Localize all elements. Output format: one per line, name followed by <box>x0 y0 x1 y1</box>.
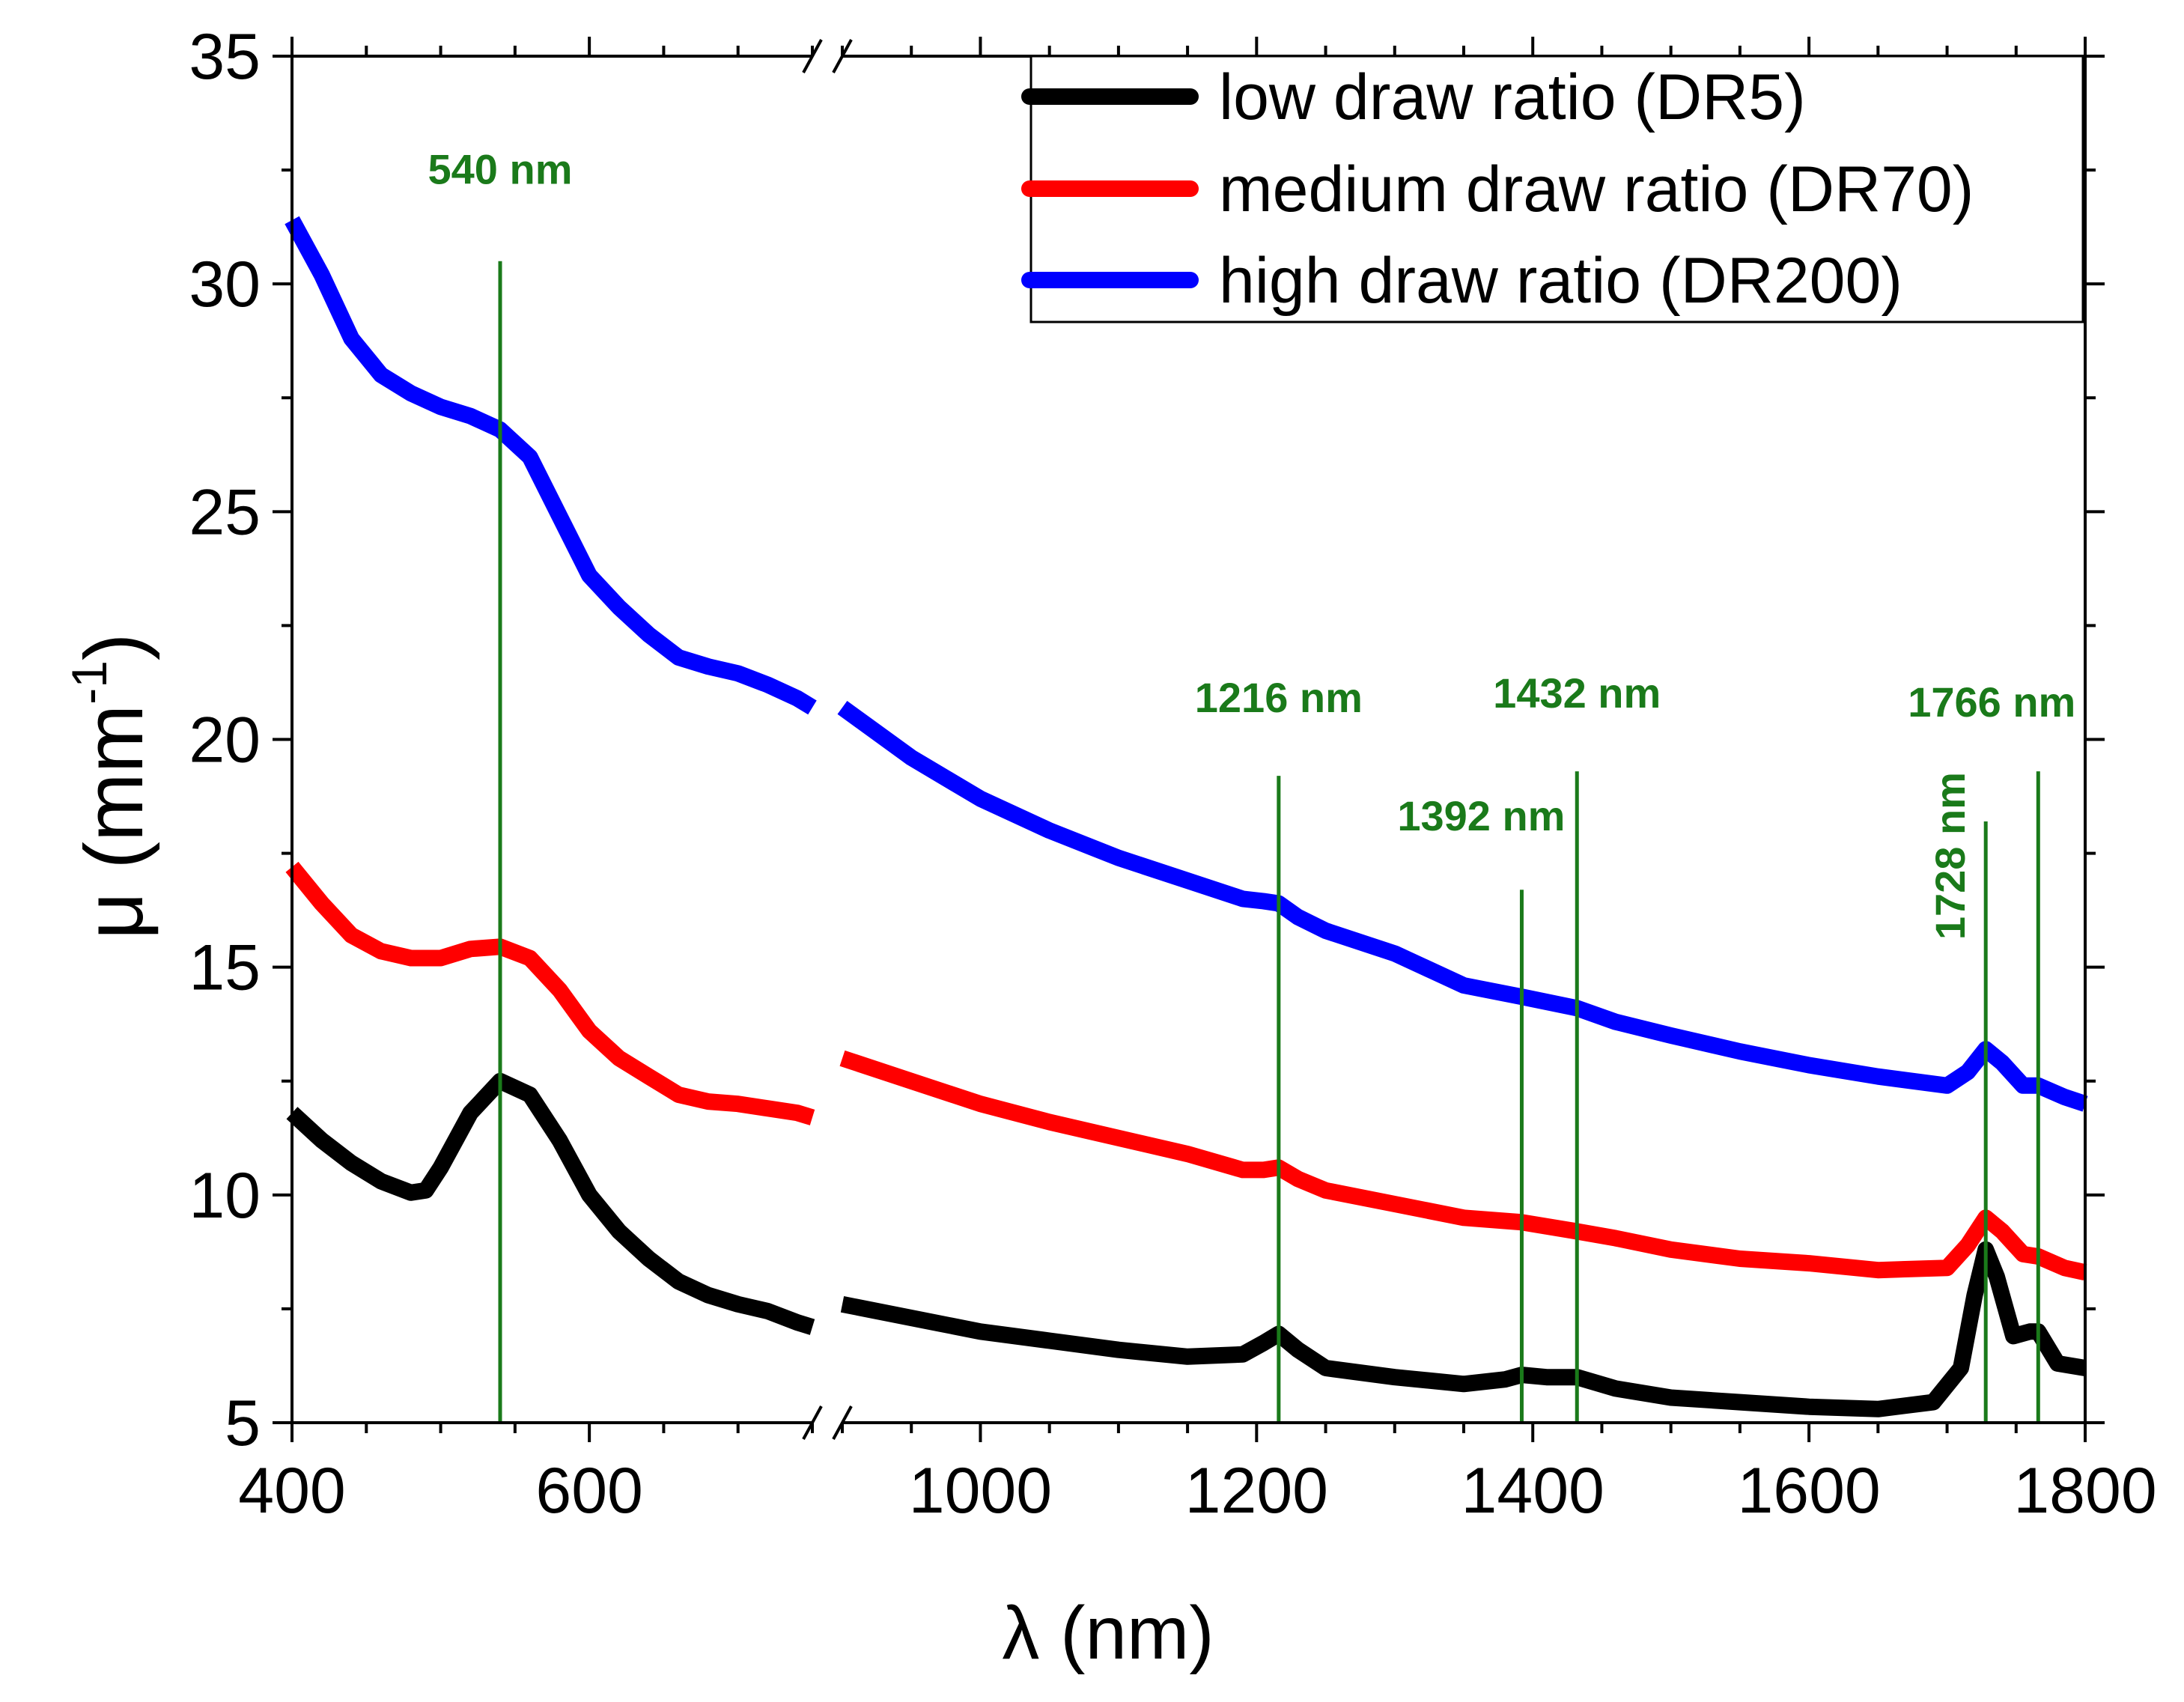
x-axis-title: λ (nm) <box>1002 1591 1214 1675</box>
y-tick-label: 5 <box>225 1388 261 1459</box>
y-tick-label: 10 <box>189 1160 261 1232</box>
svg-text:μ (mm-1): μ (mm-1) <box>61 633 160 939</box>
x-tick-label: 1600 <box>1737 1455 1880 1527</box>
series-layer <box>285 216 2088 1417</box>
y-tick-label: 30 <box>189 249 261 320</box>
y-tick-label: 25 <box>189 476 261 548</box>
y-axis-title-close: ) <box>68 633 160 660</box>
x-tick-label: 1000 <box>909 1455 1052 1527</box>
series-line-dr5-seg2 <box>840 1241 2087 1417</box>
x-tick-label: 600 <box>535 1455 643 1527</box>
series-line-dr70-seg1 <box>285 861 815 1125</box>
annotation-label: 1766 nm <box>1908 678 2075 726</box>
legend-label-dr200: high draw ratio (DR200) <box>1219 245 1902 317</box>
annotation-label: 540 nm <box>428 145 573 192</box>
series-line-dr200-seg2 <box>837 700 2088 1112</box>
x-tick-label: 1800 <box>2013 1455 2156 1527</box>
y-axis-title: μ (mm-1) <box>61 633 160 939</box>
annotation-label: 1216 nm <box>1195 674 1363 721</box>
legend-label-dr5: low draw ratio (DR5) <box>1219 61 1806 133</box>
x-tick-label: 1200 <box>1185 1455 1328 1527</box>
x-tick-label: 400 <box>238 1455 346 1527</box>
annotation-layer: 540 nm 1216 nm 1392 nm 1432 nm 1728 nm 1766 n… <box>428 145 2075 1423</box>
annotation-label: 1728 nm <box>1926 772 1974 940</box>
annotation-label: 1432 nm <box>1493 669 1661 717</box>
series-line-dr70-seg2 <box>839 1050 2087 1281</box>
series-line-dr200-seg1 <box>285 216 817 715</box>
legend-label-dr70: medium draw ratio (DR70) <box>1219 154 1974 225</box>
legend: low draw ratio (DR5) medium draw ratio (… <box>1021 55 2084 323</box>
series-line-dr5-seg1 <box>286 1072 815 1335</box>
y-axis-title-sup: -1 <box>61 660 117 705</box>
y-tick-label: 15 <box>189 932 261 1004</box>
x-tick-label: 1400 <box>1461 1455 1604 1527</box>
annotation-label: 1392 nm <box>1397 792 1565 839</box>
y-axis-title-main: μ (mm <box>68 705 160 940</box>
y-tick-label: 20 <box>189 705 261 776</box>
y-tick-label: 35 <box>189 21 261 93</box>
